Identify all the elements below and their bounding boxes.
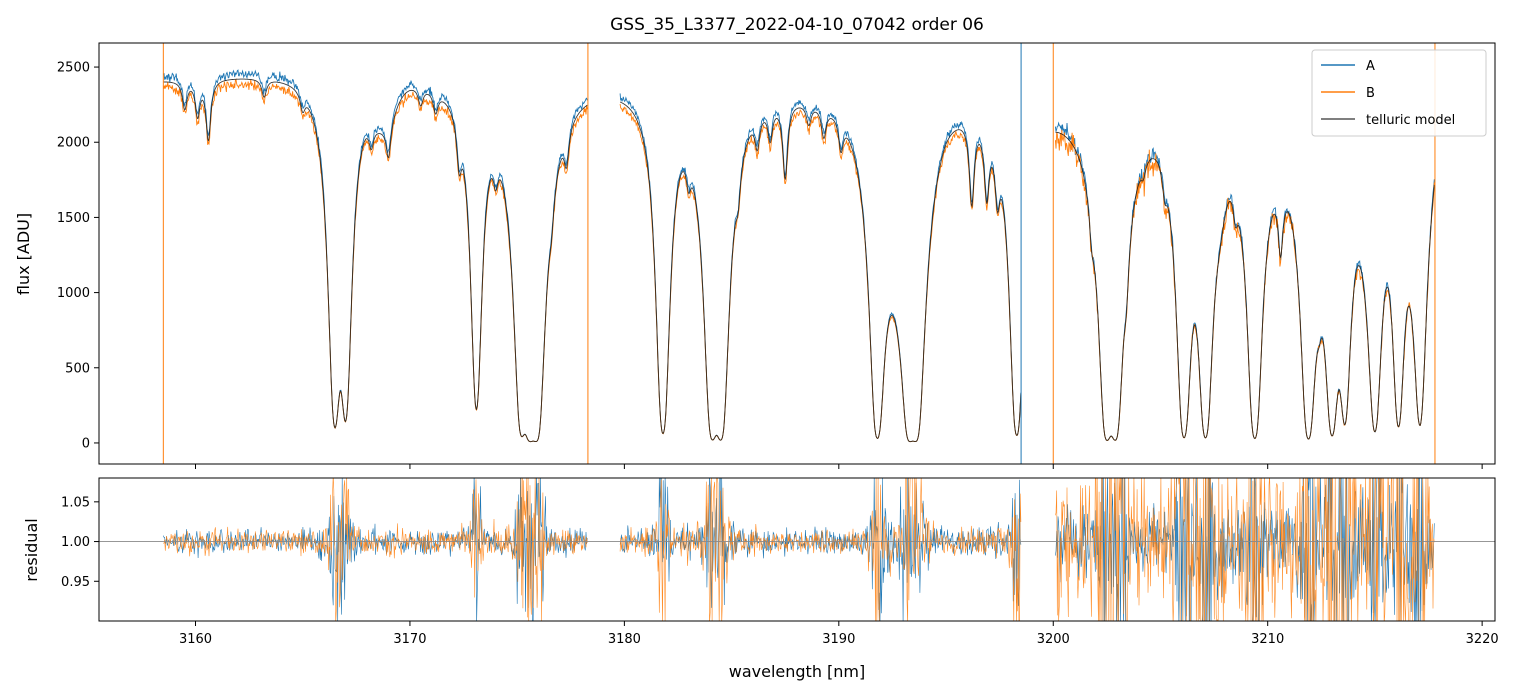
residual-b-segment-2 — [1055, 478, 1435, 621]
x-tick-label-1: 3170 — [393, 632, 426, 647]
x-tick-label-6: 3220 — [1466, 632, 1499, 647]
x-tick-label-0: 3160 — [179, 632, 212, 647]
telluric-model-segment-2 — [1055, 131, 1435, 441]
flux-x-ticks — [194, 464, 1483, 469]
flux-y-tick-label-5: 2500 — [57, 61, 90, 76]
trace-a-segment-1 — [619, 93, 1022, 443]
residual-traces — [163, 478, 1435, 621]
chart-title: GSS_35_L3377_2022-04-10_07042 order 06 — [610, 15, 984, 35]
flux-y-tick-label-2: 1000 — [57, 286, 90, 301]
legend: A B telluric model — [1311, 49, 1487, 137]
flux-traces — [162, 69, 1435, 443]
x-tick-label-4: 3200 — [1037, 632, 1070, 647]
residual-y-ticks: 0.95 1.00 1.05 — [61, 495, 99, 590]
flux-y-tick-label-4: 2000 — [57, 136, 90, 151]
x-tick-label-3: 3190 — [822, 632, 855, 647]
legend-entry-telluric-model: telluric model — [1366, 113, 1455, 128]
residual-y-tick-label-0: 0.95 — [61, 575, 90, 590]
flux-panel-frame — [98, 42, 1496, 465]
flux-y-tick-label-0: 0 — [82, 436, 90, 451]
residual-panel-frame — [98, 477, 1496, 622]
residual-panel: 0.95 1.00 1.05 3160 3170 3180 3190 3200 3210 322… — [22, 477, 1499, 681]
legend-entry-b: B — [1366, 86, 1375, 101]
trace-b-segment-1 — [619, 103, 1022, 443]
legend-box — [1311, 49, 1487, 137]
flux-y-ticks: 0 500 1000 1500 2000 2500 — [57, 61, 99, 451]
x-axis-label: wavelength [nm] — [729, 662, 866, 681]
residual-y-tick-label-2: 1.05 — [61, 495, 90, 510]
flux-y-tick-label-1: 500 — [65, 361, 90, 376]
residual-b-segment-1 — [619, 478, 1022, 621]
flux-panel-background — [99, 43, 1495, 464]
residual-b-segment-0 — [163, 478, 588, 621]
x-tick-label-2: 3180 — [608, 632, 641, 647]
telluric-model-segment-0 — [163, 78, 588, 443]
residual-y-axis-label: residual — [22, 518, 41, 581]
flux-y-tick-label-3: 1500 — [57, 211, 90, 226]
flux-y-axis-label: flux [ADU] — [14, 213, 33, 295]
residual-y-tick-label-1: 1.00 — [61, 535, 90, 550]
residual-x-ticks: 3160 3170 3180 3190 3200 3210 3220 — [179, 621, 1499, 647]
flux-panel: 0 500 1000 1500 2000 2500 flux [ADU] A B tell… — [14, 42, 1496, 469]
residual-a-segment-0 — [163, 478, 588, 621]
legend-entry-a: A — [1366, 59, 1375, 74]
telluric-model-segment-1 — [619, 101, 1022, 443]
x-tick-label-5: 3210 — [1251, 632, 1284, 647]
